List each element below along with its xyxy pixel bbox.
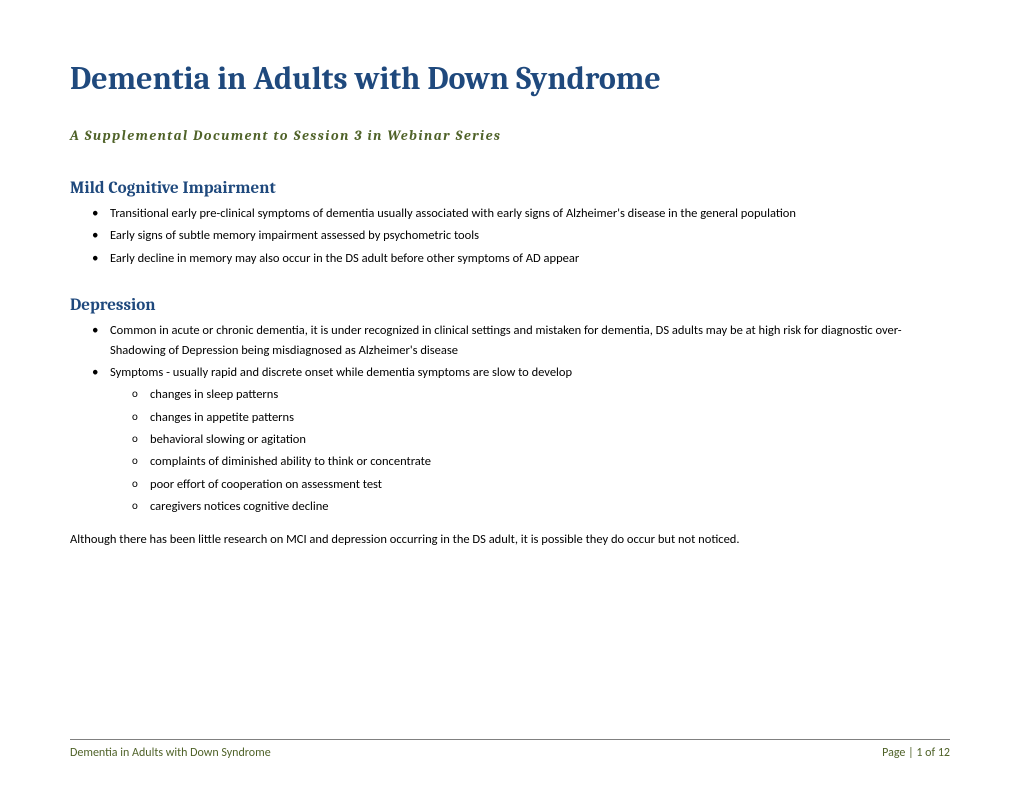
sub-list-item: changes in appetite patterns <box>150 408 950 427</box>
list-item: Symptoms - usually rapid and discrete on… <box>110 363 950 517</box>
sub-list: changes in sleep patterns changes in app… <box>110 385 950 516</box>
sub-list-item: caregivers notices cognitive decline <box>150 497 950 516</box>
footer-left: Dementia in Adults with Down Syndrome <box>70 746 271 760</box>
list-item: Early decline in memory may also occur i… <box>110 249 950 268</box>
bullet-list: Transitional early pre-clinical symptoms… <box>70 204 950 268</box>
bullet-list: Common in acute or chronic dementia, it … <box>70 321 950 516</box>
sub-list-item: changes in sleep patterns <box>150 385 950 404</box>
document-subtitle: A Supplemental Document to Session 3 in … <box>70 127 950 144</box>
document-page: Dementia in Adults with Down Syndrome A … <box>0 0 1020 549</box>
list-item-text: Symptoms - usually rapid and discrete on… <box>110 365 572 380</box>
list-item: Common in acute or chronic dementia, it … <box>110 321 950 360</box>
document-title: Dementia in Adults with Down Syndrome <box>70 60 950 97</box>
page-footer: Dementia in Adults with Down Syndrome Pa… <box>70 739 950 760</box>
sub-list-item: poor effort of cooperation on assessment… <box>150 475 950 494</box>
list-item: Transitional early pre-clinical symptoms… <box>110 204 950 223</box>
closing-paragraph: Although there has been little research … <box>70 531 950 550</box>
section-depression: Depression Common in acute or chronic de… <box>70 296 950 549</box>
footer-right: Page | 1 of 12 <box>882 746 950 760</box>
section-heading: Depression <box>70 296 950 315</box>
section-heading: Mild Cognitive Impairment <box>70 179 950 198</box>
sub-list-item: complaints of diminished ability to thin… <box>150 452 950 471</box>
list-item: Early signs of subtle memory impairment … <box>110 226 950 245</box>
sub-list-item: behavioral slowing or agitation <box>150 430 950 449</box>
section-mild-cognitive-impairment: Mild Cognitive Impairment Transitional e… <box>70 179 950 268</box>
